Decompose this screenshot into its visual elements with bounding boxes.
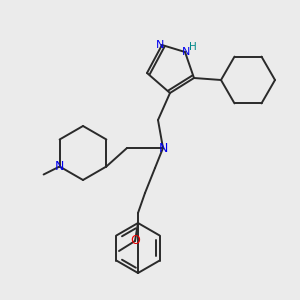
Text: N: N	[158, 142, 168, 154]
Text: N: N	[156, 40, 164, 50]
Text: N: N	[182, 47, 190, 57]
Text: N: N	[55, 160, 64, 173]
Text: O: O	[130, 235, 140, 248]
Text: H: H	[189, 42, 197, 52]
